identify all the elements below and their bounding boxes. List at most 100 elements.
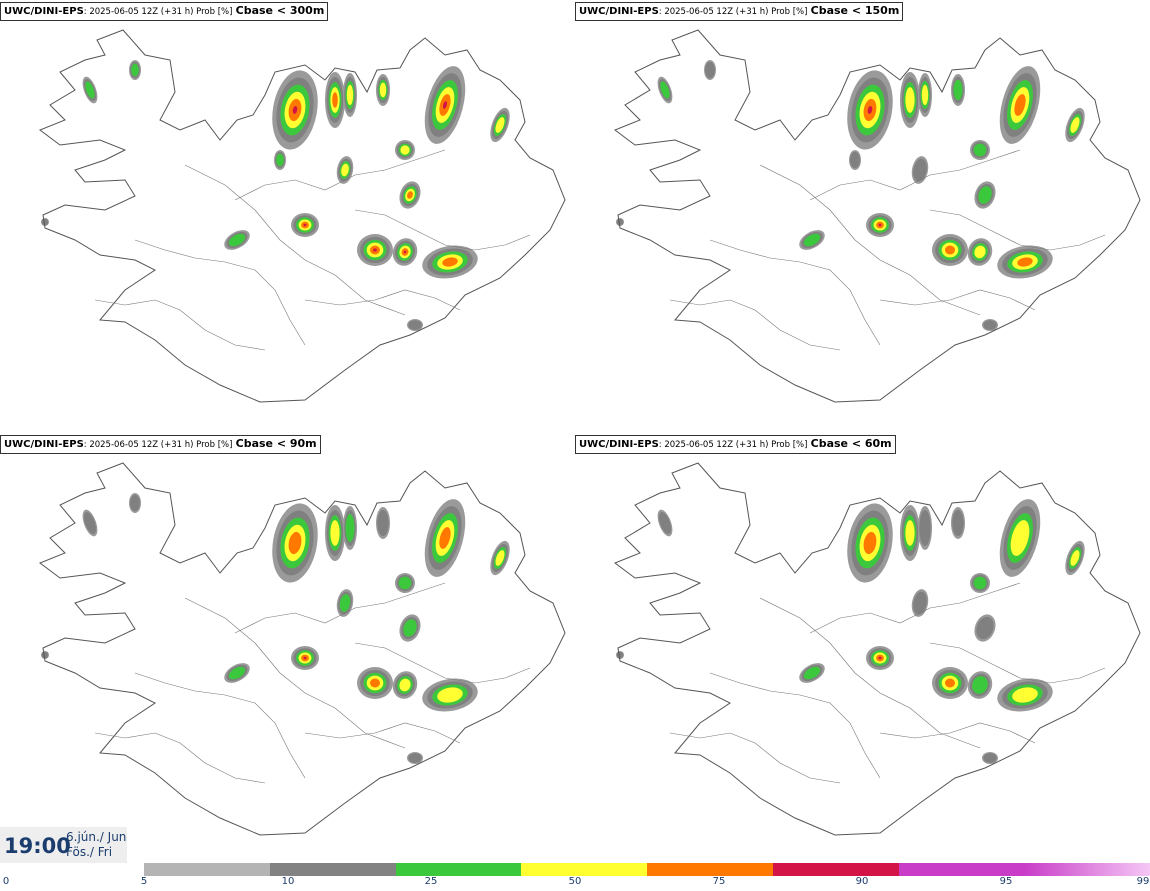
legend-tick-label: 5 bbox=[140, 876, 148, 887]
probability-area bbox=[379, 82, 387, 98]
probability-area bbox=[867, 106, 873, 114]
probability-area bbox=[973, 576, 987, 590]
probability-area bbox=[495, 117, 505, 133]
region-boundary bbox=[94, 732, 266, 784]
region-boundary bbox=[234, 149, 446, 201]
probability-area bbox=[442, 101, 448, 109]
legend-swatch bbox=[144, 863, 270, 876]
legend-swatch bbox=[395, 863, 522, 876]
probability-area bbox=[276, 153, 284, 167]
region-boundary bbox=[879, 289, 1036, 311]
probability-area bbox=[945, 245, 955, 255]
probability-area bbox=[972, 676, 988, 694]
probability-area bbox=[370, 678, 380, 688]
region-boundary bbox=[929, 642, 1106, 684]
region-boundary bbox=[759, 164, 981, 316]
panel-title: UWC/DINI-EPS: 2025-06-05 12Z (+31 h) Pro… bbox=[0, 2, 329, 21]
probability-area bbox=[373, 248, 377, 252]
probability-area bbox=[442, 257, 458, 267]
legend-tick-label: 50 bbox=[568, 876, 582, 887]
region-boundary bbox=[709, 239, 881, 346]
probability-area bbox=[616, 218, 624, 226]
map-panel-90m: UWC/DINI-EPS: 2025-06-05 12Z (+31 h) Pro… bbox=[0, 433, 575, 866]
probability-area bbox=[905, 87, 915, 113]
probability-area bbox=[983, 320, 997, 330]
legend-tick-label: 25 bbox=[424, 876, 438, 887]
probability-area bbox=[1070, 117, 1080, 133]
region-boundary bbox=[879, 722, 1036, 744]
probability-area bbox=[1012, 687, 1038, 703]
probability-area bbox=[495, 550, 505, 566]
region-boundary bbox=[184, 597, 406, 749]
region-boundary bbox=[669, 299, 841, 351]
coastline bbox=[613, 29, 1141, 403]
probability-area bbox=[41, 218, 49, 226]
coastline bbox=[613, 462, 1141, 836]
valid-date-line: 6.jún./ Jun bbox=[66, 830, 127, 844]
probability-area bbox=[403, 619, 417, 637]
probability-area bbox=[303, 223, 307, 227]
color-legend bbox=[144, 863, 1150, 876]
probability-area bbox=[292, 106, 298, 114]
probability-area bbox=[130, 494, 140, 512]
coastline bbox=[38, 29, 566, 403]
legend-tick-label: 0 bbox=[2, 876, 10, 887]
probability-area bbox=[288, 531, 302, 555]
probability-area bbox=[803, 233, 821, 247]
legend-tick-label: 75 bbox=[712, 876, 726, 887]
legend-tick-label: 10 bbox=[281, 876, 295, 887]
probability-area bbox=[345, 513, 355, 543]
legend-swatch bbox=[1024, 863, 1150, 876]
valid-time: 19:00 bbox=[4, 834, 71, 858]
probability-area bbox=[921, 84, 929, 106]
iceland-map bbox=[613, 29, 1141, 403]
probability-area bbox=[346, 84, 354, 106]
probability-area bbox=[976, 616, 994, 640]
probability-area bbox=[974, 245, 986, 259]
region-boundary bbox=[134, 239, 306, 346]
probability-area bbox=[1014, 94, 1026, 116]
probability-area bbox=[407, 191, 413, 199]
probability-area bbox=[705, 61, 715, 79]
probability-area bbox=[978, 186, 992, 204]
probability-area bbox=[1017, 257, 1033, 267]
probability-area bbox=[228, 666, 246, 680]
valid-date: 6.jún./ Jun Fös./ Fri bbox=[66, 830, 126, 860]
probability-area bbox=[952, 509, 964, 537]
iceland-map bbox=[613, 462, 1141, 836]
probability-area bbox=[850, 151, 860, 169]
region-boundary bbox=[304, 722, 461, 744]
probability-area bbox=[878, 656, 882, 660]
iceland-map bbox=[38, 462, 566, 836]
probability-area bbox=[339, 594, 351, 612]
panel-title: UWC/DINI-EPS: 2025-06-05 12Z (+31 h) Pro… bbox=[0, 435, 321, 454]
valid-time-box: 19:00 6.jún./ Jun Fös./ Fri bbox=[0, 827, 127, 863]
legend-swatch bbox=[772, 863, 899, 876]
probability-area bbox=[878, 223, 882, 227]
region-boundary bbox=[234, 582, 446, 634]
valid-day-line: Fös./ Fri bbox=[66, 845, 113, 859]
region-boundary bbox=[669, 732, 841, 784]
legend-swatch bbox=[647, 863, 773, 876]
region-boundary bbox=[304, 289, 461, 311]
probability-area bbox=[398, 576, 412, 590]
probability-area bbox=[399, 678, 411, 692]
probability-area bbox=[228, 233, 246, 247]
probability-area bbox=[330, 520, 340, 546]
probability-area bbox=[973, 143, 987, 157]
map-panel-300m: UWC/DINI-EPS: 2025-06-05 12Z (+31 h) Pro… bbox=[0, 0, 575, 433]
iceland-map bbox=[38, 29, 566, 403]
probability-area bbox=[83, 512, 97, 534]
probability-area bbox=[400, 145, 410, 155]
legend-swatch bbox=[269, 863, 396, 876]
panel-title: UWC/DINI-EPS: 2025-06-05 12Z (+31 h) Pro… bbox=[575, 435, 896, 454]
panel-title: UWC/DINI-EPS: 2025-06-05 12Z (+31 h) Pro… bbox=[575, 2, 904, 21]
probability-area bbox=[803, 666, 821, 680]
probability-area bbox=[660, 81, 670, 99]
legend-tick-label: 95 bbox=[999, 876, 1013, 887]
coastline bbox=[38, 462, 566, 836]
map-panel-60m: UWC/DINI-EPS: 2025-06-05 12Z (+31 h) Pro… bbox=[575, 433, 1150, 866]
probability-area bbox=[341, 163, 349, 177]
probability-area bbox=[953, 79, 963, 101]
region-boundary bbox=[354, 209, 531, 251]
